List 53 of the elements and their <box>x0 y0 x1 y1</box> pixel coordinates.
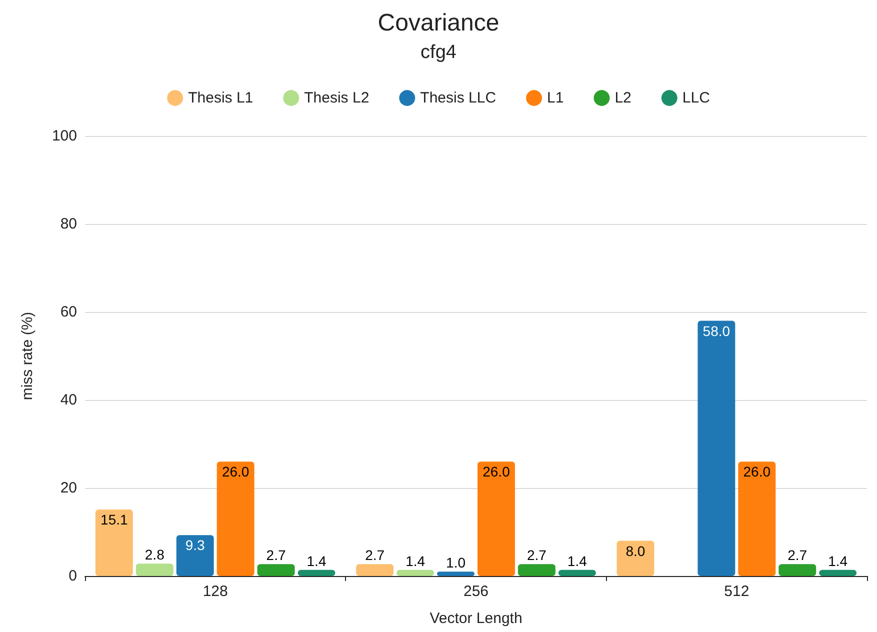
data-label: 26.0 <box>482 464 510 480</box>
bar <box>819 570 857 576</box>
data-label: 9.3 <box>185 537 206 554</box>
x-tick-label: 128 <box>202 583 228 600</box>
bar <box>616 540 654 576</box>
data-label: 1.4 <box>828 552 848 569</box>
data-label: 2.7 <box>266 547 286 564</box>
data-label: 26.0 <box>222 464 250 480</box>
x-tick-label: 256 <box>463 583 489 600</box>
chart-title: Covariance <box>378 10 500 36</box>
data-label: 1.0 <box>446 554 466 571</box>
y-tick-label: 60 <box>60 304 77 320</box>
bar <box>136 564 174 576</box>
y-tick-label: 40 <box>60 392 77 408</box>
bar <box>396 570 434 576</box>
bar <box>478 462 515 576</box>
bar <box>738 462 776 576</box>
bar <box>698 320 736 576</box>
y-tick-label: 20 <box>60 480 77 496</box>
data-label: 2.7 <box>788 547 808 564</box>
bar <box>176 535 214 576</box>
data-label: 2.7 <box>365 547 385 564</box>
legend-label: Thesis LLC <box>420 90 496 106</box>
bar <box>437 572 474 576</box>
x-tick-label: 512 <box>724 583 750 600</box>
data-label: 2.8 <box>144 546 165 563</box>
bar <box>558 570 596 576</box>
y-tick-label: 100 <box>52 128 77 144</box>
bar <box>356 564 394 576</box>
y-tick-label: 0 <box>68 568 77 584</box>
bar <box>95 510 133 576</box>
y-tick-label: 80 <box>60 216 77 232</box>
bar <box>518 564 556 576</box>
bar <box>298 570 336 576</box>
data-label: 1.4 <box>406 552 426 569</box>
data-label: 15.1 <box>100 512 128 528</box>
bar <box>216 462 254 576</box>
data-label: 58.0 <box>702 322 730 339</box>
data-label: 2.7 <box>526 547 547 564</box>
chart-subtitle: cfg4 <box>420 42 457 63</box>
legend-label: Thesis L2 <box>304 90 370 106</box>
data-label: 8.0 <box>626 542 646 559</box>
data-label: 1.4 <box>306 552 326 569</box>
y-axis-title: miss rate (%) <box>19 312 36 400</box>
bar <box>257 564 295 576</box>
legend-label: L2 <box>614 90 632 106</box>
legend-label: L1 <box>547 90 564 106</box>
x-axis-title: Vector Length <box>430 610 522 627</box>
data-label: 26.0 <box>743 464 771 480</box>
data-label: 1.4 <box>567 552 588 569</box>
bar <box>778 564 816 576</box>
legend-label: LLC <box>682 90 710 106</box>
legend-label: Thesis L1 <box>188 90 254 106</box>
